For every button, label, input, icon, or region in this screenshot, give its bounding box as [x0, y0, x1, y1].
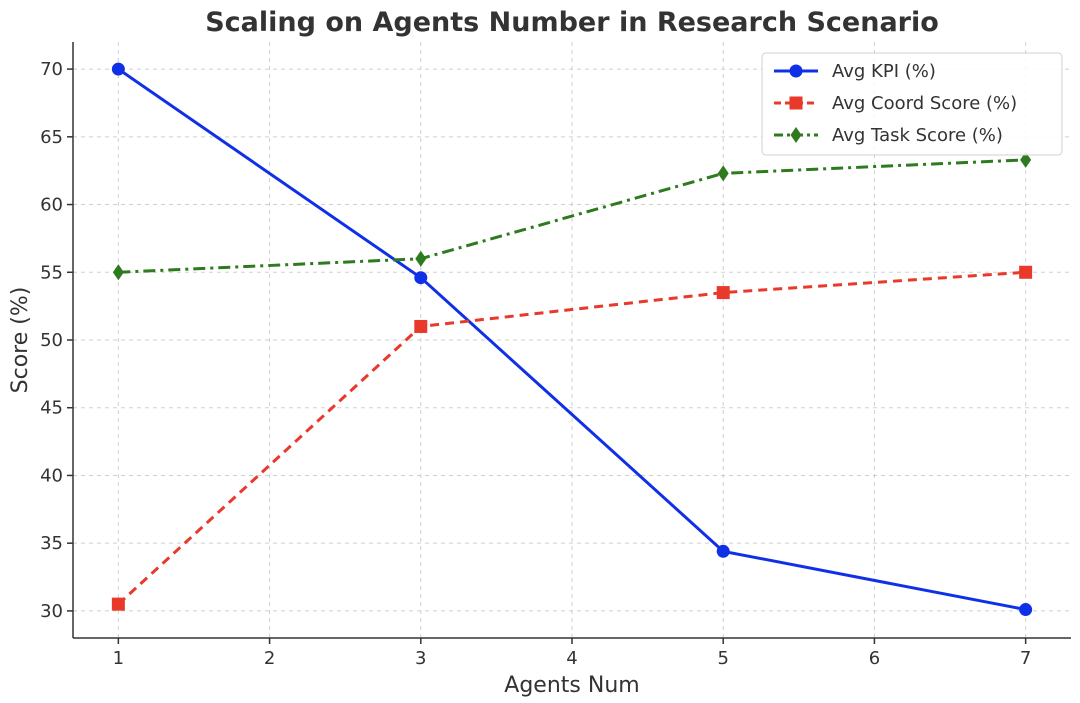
- data-point: [414, 319, 428, 333]
- y-axis-label: Score (%): [8, 287, 33, 394]
- y-tick-label: 70: [40, 59, 63, 80]
- data-point: [716, 544, 730, 558]
- legend: Avg KPI (%) Avg Coord Score (%) Avg Task S…: [761, 52, 1063, 156]
- y-tick-label: 65: [40, 127, 63, 148]
- legend-marker: [789, 96, 803, 110]
- data-point: [415, 250, 427, 267]
- y-tick-label: 35: [40, 533, 63, 554]
- series-layer: [111, 62, 1033, 617]
- data-point: [717, 165, 729, 182]
- data-point: [1019, 265, 1033, 279]
- legend-box: [761, 52, 1063, 156]
- x-tick-label: 3: [415, 648, 426, 669]
- x-axis-ticks: 1 2 3 4 5 6 7: [113, 638, 1031, 669]
- data-point: [1019, 603, 1033, 617]
- data-point: [716, 286, 730, 300]
- x-tick-label: 2: [264, 648, 275, 669]
- y-tick-label: 45: [40, 398, 63, 419]
- x-tick-label: 7: [1020, 648, 1031, 669]
- data-point: [111, 597, 125, 611]
- x-tick-label: 5: [717, 648, 728, 669]
- y-axis-ticks: 30 35 40 45 50 55 60 65 70: [40, 59, 73, 622]
- y-tick-label: 55: [40, 262, 63, 283]
- series-diamond: [112, 151, 1032, 281]
- legend-label: Avg Coord Score (%): [832, 93, 1017, 114]
- y-tick-label: 60: [40, 195, 63, 216]
- x-axis-label: Agents Num: [504, 673, 639, 698]
- x-tick-label: 1: [113, 648, 124, 669]
- chart-title: Scaling on Agents Number in Research Sce…: [205, 7, 939, 38]
- y-tick-label: 30: [40, 601, 63, 622]
- y-tick-label: 50: [40, 330, 63, 351]
- series-line: [118, 158, 1026, 274]
- data-point: [414, 271, 428, 285]
- series-line: [117, 67, 1026, 612]
- x-tick-label: 6: [869, 648, 880, 669]
- data-point: [112, 264, 124, 281]
- legend-marker: [789, 64, 803, 78]
- series-square: [111, 265, 1033, 611]
- data-point: [111, 62, 125, 76]
- series-circle: [111, 62, 1033, 617]
- x-tick-label: 4: [566, 648, 577, 669]
- legend-marker: [790, 127, 802, 143]
- data-point: [1020, 151, 1032, 168]
- series-line: [117, 270, 1026, 606]
- legend-label: Avg KPI (%): [832, 61, 936, 82]
- legend-label: Avg Task Score (%): [832, 125, 1003, 146]
- legend-item: Avg Coord Score (%): [774, 93, 1017, 114]
- y-tick-label: 40: [40, 465, 63, 486]
- legend-item: Avg KPI (%): [774, 61, 936, 82]
- legend-item: Avg Task Score (%): [774, 125, 1003, 146]
